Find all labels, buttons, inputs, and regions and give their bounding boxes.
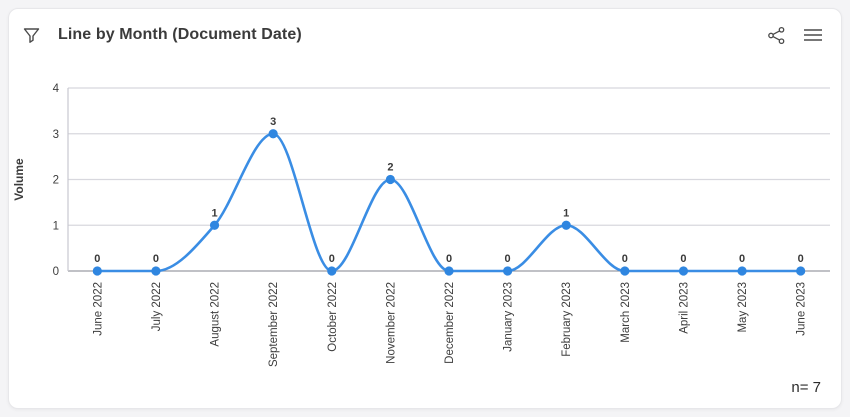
funnel-filter-icon[interactable] — [23, 27, 40, 44]
data-point-label: 0 — [329, 253, 335, 265]
x-tick-label: January 2023 — [503, 282, 515, 352]
y-tick-label: 2 — [53, 175, 59, 187]
x-tick-label: August 2022 — [210, 282, 222, 347]
data-point-label: 0 — [446, 253, 452, 265]
data-point-label: 1 — [563, 207, 569, 219]
data-point[interactable] — [796, 266, 806, 276]
x-tick-label: November 2022 — [385, 282, 397, 364]
data-point[interactable] — [503, 266, 513, 276]
data-point[interactable] — [678, 266, 689, 276]
x-tick-label: March 2023 — [620, 282, 632, 343]
chart-canvas: 0 1 2 3 4 Volume June 2022 July 2022 August 2022… — [12, 83, 830, 367]
data-point[interactable] — [561, 220, 571, 230]
data-point[interactable] — [385, 174, 395, 185]
x-tick-label: September 2022 — [268, 282, 280, 367]
data-point[interactable] — [209, 220, 220, 230]
hamburger-menu-icon[interactable] — [803, 27, 823, 43]
data-point[interactable] — [620, 266, 630, 276]
data-point-label: 0 — [798, 253, 804, 265]
data-point-label: 0 — [622, 253, 628, 265]
share-icon[interactable] — [767, 26, 786, 45]
data-point-label: 3 — [270, 116, 276, 128]
x-tick-label: December 2022 — [444, 282, 456, 364]
y-tick-label: 4 — [53, 83, 60, 95]
data-point-label: 0 — [680, 253, 686, 265]
x-tick-label: April 2023 — [678, 282, 690, 334]
chart-title: Line by Month (Document Date) — [58, 26, 302, 43]
data-point[interactable] — [327, 266, 337, 276]
data-point[interactable] — [268, 129, 278, 139]
y-axis-title: Volume — [12, 158, 26, 201]
line-series — [96, 132, 802, 273]
data-point-label: 0 — [739, 253, 745, 265]
data-point-label: 1 — [211, 207, 217, 219]
n-count-label: n= 7 — [791, 379, 821, 396]
data-point[interactable] — [444, 266, 454, 276]
line-chart: 0 1 2 3 4 Volume June 2022 July 2022 August 2022… — [9, 47, 841, 408]
x-tick-label: February 2023 — [561, 282, 573, 357]
data-point[interactable] — [151, 266, 161, 276]
y-tick-label: 0 — [53, 266, 59, 278]
x-tick-label: June 2023 — [796, 282, 808, 336]
data-point-label: 2 — [387, 162, 393, 174]
chart-card: Line by Month (Document Date) 0 1 2 3 4 Volum… — [8, 8, 842, 409]
x-tick-label: May 2023 — [737, 282, 749, 333]
data-point-label: 0 — [94, 253, 100, 265]
x-tick-label: October 2022 — [327, 282, 339, 352]
y-tick-label: 1 — [53, 220, 59, 232]
x-tick-label: June 2022 — [92, 282, 104, 336]
data-point-label: 0 — [505, 253, 511, 265]
data-point[interactable] — [737, 266, 747, 276]
card-header: Line by Month (Document Date) — [9, 9, 841, 47]
data-point-label: 0 — [153, 253, 159, 265]
header-actions — [767, 26, 823, 45]
data-point[interactable] — [92, 266, 102, 276]
y-tick-label: 3 — [53, 129, 59, 141]
x-tick-label: July 2022 — [151, 282, 163, 331]
